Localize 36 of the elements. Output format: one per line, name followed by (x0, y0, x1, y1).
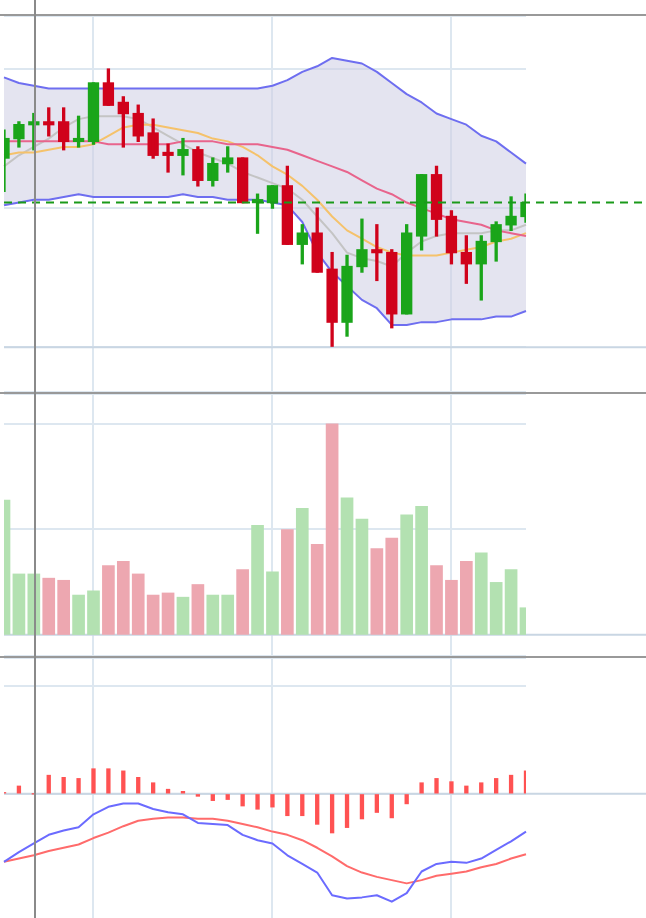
bar (404, 794, 409, 805)
bar (419, 782, 424, 794)
bar (508, 774, 514, 794)
bar (121, 770, 126, 794)
bar (449, 781, 454, 794)
bar (106, 768, 111, 794)
bar (295, 508, 309, 635)
bar (434, 778, 439, 794)
bar (344, 794, 350, 828)
bar (281, 529, 294, 635)
bar (136, 777, 141, 794)
bar (150, 782, 156, 794)
bar (315, 794, 320, 825)
bar (225, 794, 230, 800)
bar (300, 794, 305, 817)
bar (16, 785, 22, 794)
bar (329, 794, 335, 834)
bar (46, 774, 51, 794)
bar (464, 785, 469, 794)
bar (61, 777, 66, 794)
bar (240, 794, 245, 807)
bar (176, 596, 190, 635)
bar (359, 794, 365, 820)
bar (191, 584, 205, 635)
bar (76, 778, 81, 794)
bar (270, 794, 275, 808)
bar (494, 778, 499, 794)
bar (236, 569, 249, 635)
bar (210, 794, 215, 801)
bar (389, 794, 394, 819)
bar (479, 782, 484, 794)
bar (91, 768, 96, 794)
bar (165, 788, 171, 794)
bar (374, 794, 380, 813)
bar (285, 794, 290, 817)
bar (255, 794, 260, 810)
